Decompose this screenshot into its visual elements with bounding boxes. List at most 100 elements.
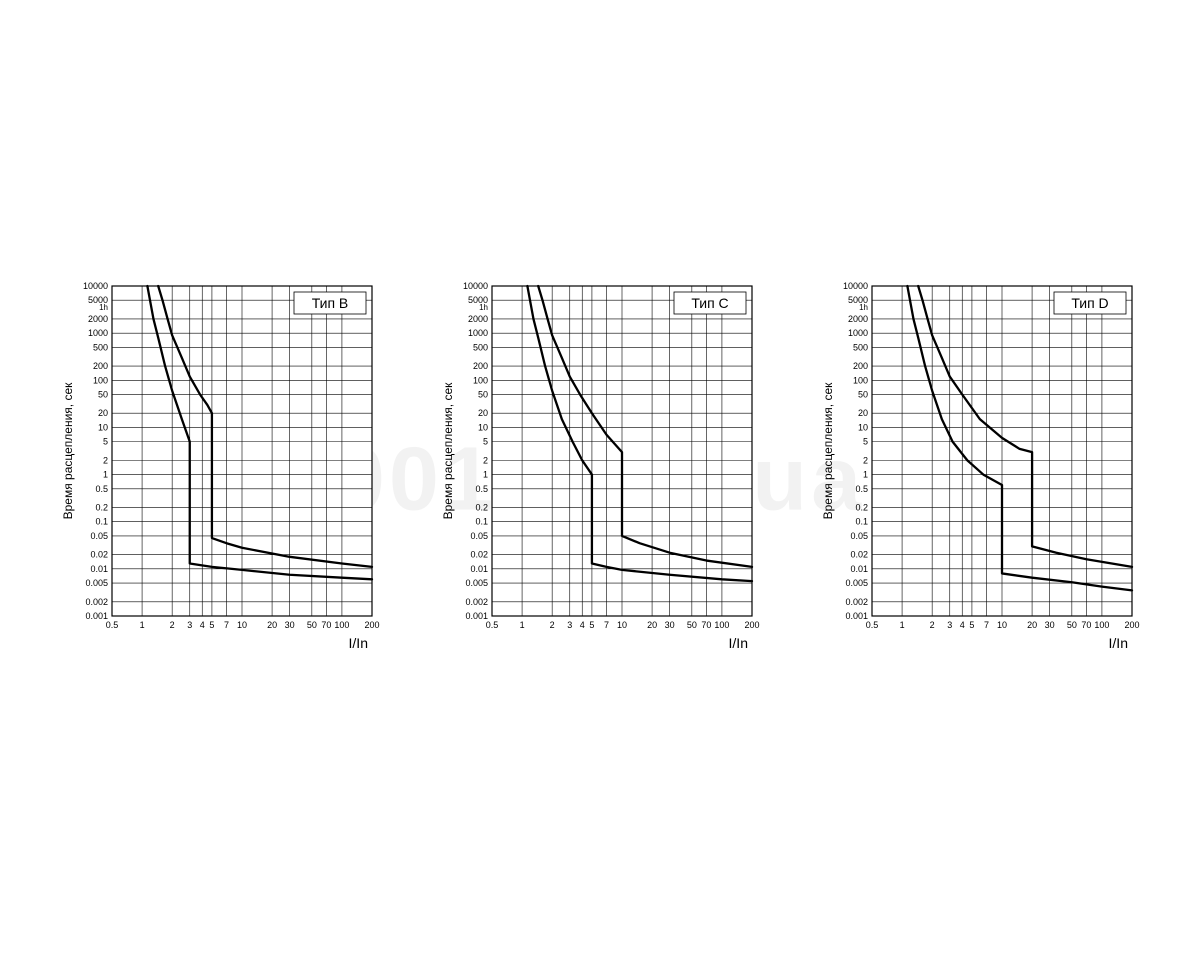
- svg-text:Время расцепления, сек: Время расцепления, сек: [441, 382, 455, 520]
- svg-text:1000: 1000: [468, 328, 488, 338]
- svg-text:0.1: 0.1: [95, 517, 108, 527]
- svg-text:100: 100: [334, 620, 349, 630]
- svg-text:2: 2: [863, 455, 868, 465]
- svg-text:3: 3: [567, 620, 572, 630]
- svg-text:0.001: 0.001: [845, 611, 868, 621]
- svg-text:20: 20: [1027, 620, 1037, 630]
- svg-text:20: 20: [858, 408, 868, 418]
- svg-text:Тип C: Тип C: [691, 295, 728, 311]
- svg-text:2: 2: [103, 455, 108, 465]
- svg-text:50: 50: [687, 620, 697, 630]
- svg-text:I/In: I/In: [1109, 635, 1128, 651]
- svg-text:0.005: 0.005: [465, 578, 488, 588]
- svg-text:1h: 1h: [99, 303, 108, 312]
- svg-text:2: 2: [483, 455, 488, 465]
- svg-text:0.005: 0.005: [85, 578, 108, 588]
- svg-text:0.002: 0.002: [465, 597, 488, 607]
- svg-text:50: 50: [98, 389, 108, 399]
- svg-text:200: 200: [1124, 620, 1139, 630]
- svg-text:2000: 2000: [848, 314, 868, 324]
- svg-text:30: 30: [1045, 620, 1055, 630]
- svg-text:20: 20: [98, 408, 108, 418]
- svg-text:200: 200: [744, 620, 759, 630]
- svg-text:3: 3: [187, 620, 192, 630]
- svg-text:0.1: 0.1: [855, 517, 868, 527]
- svg-text:1000: 1000: [88, 328, 108, 338]
- svg-text:10000: 10000: [843, 281, 868, 291]
- svg-text:0.1: 0.1: [475, 517, 488, 527]
- svg-text:4: 4: [960, 620, 965, 630]
- svg-text:0.5: 0.5: [475, 484, 488, 494]
- svg-text:1000: 1000: [848, 328, 868, 338]
- svg-text:10000: 10000: [463, 281, 488, 291]
- svg-text:0.5: 0.5: [866, 620, 879, 630]
- svg-text:0.01: 0.01: [850, 564, 868, 574]
- svg-text:5: 5: [863, 437, 868, 447]
- svg-text:500: 500: [853, 342, 868, 352]
- svg-text:0.002: 0.002: [845, 597, 868, 607]
- charts-row: 0.512345710203050701002000.0010.0020.005…: [0, 280, 1200, 700]
- svg-text:70: 70: [321, 620, 331, 630]
- svg-text:0.5: 0.5: [855, 484, 868, 494]
- svg-text:0.05: 0.05: [470, 531, 488, 541]
- svg-text:2: 2: [930, 620, 935, 630]
- svg-text:5: 5: [969, 620, 974, 630]
- svg-text:10000: 10000: [83, 281, 108, 291]
- svg-text:0.001: 0.001: [85, 611, 108, 621]
- svg-text:1h: 1h: [859, 303, 868, 312]
- page: 001.com.ua 0.512345710203050701002000.00…: [0, 0, 1200, 960]
- svg-text:0.05: 0.05: [850, 531, 868, 541]
- svg-text:1: 1: [863, 470, 868, 480]
- svg-text:Тип B: Тип B: [312, 295, 349, 311]
- svg-text:0.002: 0.002: [85, 597, 108, 607]
- svg-text:50: 50: [307, 620, 317, 630]
- svg-text:30: 30: [285, 620, 295, 630]
- svg-text:20: 20: [647, 620, 657, 630]
- svg-text:7: 7: [224, 620, 229, 630]
- svg-text:50: 50: [1067, 620, 1077, 630]
- svg-text:10: 10: [478, 422, 488, 432]
- svg-text:0.2: 0.2: [855, 503, 868, 513]
- svg-text:70: 70: [1081, 620, 1091, 630]
- svg-text:4: 4: [200, 620, 205, 630]
- svg-text:0.05: 0.05: [90, 531, 108, 541]
- svg-text:200: 200: [853, 361, 868, 371]
- svg-text:5: 5: [209, 620, 214, 630]
- chart-type-b: 0.512345710203050701002000.0010.0020.005…: [60, 280, 380, 656]
- svg-text:1: 1: [140, 620, 145, 630]
- svg-text:70: 70: [701, 620, 711, 630]
- svg-text:0.2: 0.2: [475, 503, 488, 513]
- svg-text:500: 500: [93, 342, 108, 352]
- svg-text:Время расцепления, сек: Время расцепления, сек: [821, 382, 835, 520]
- svg-text:20: 20: [267, 620, 277, 630]
- svg-text:0.02: 0.02: [90, 550, 108, 560]
- svg-text:0.01: 0.01: [470, 564, 488, 574]
- svg-text:50: 50: [858, 389, 868, 399]
- svg-text:10: 10: [237, 620, 247, 630]
- svg-text:200: 200: [93, 361, 108, 371]
- svg-text:30: 30: [665, 620, 675, 630]
- svg-text:10: 10: [997, 620, 1007, 630]
- svg-text:0.02: 0.02: [850, 550, 868, 560]
- svg-text:1: 1: [900, 620, 905, 630]
- svg-text:10: 10: [858, 422, 868, 432]
- svg-text:Время расцепления, сек: Время расцепления, сек: [61, 382, 75, 520]
- svg-text:3: 3: [947, 620, 952, 630]
- svg-text:1h: 1h: [479, 303, 488, 312]
- svg-text:4: 4: [580, 620, 585, 630]
- svg-text:2: 2: [550, 620, 555, 630]
- svg-text:200: 200: [364, 620, 379, 630]
- svg-text:7: 7: [604, 620, 609, 630]
- svg-text:5: 5: [483, 437, 488, 447]
- svg-text:50: 50: [478, 389, 488, 399]
- svg-text:5: 5: [103, 437, 108, 447]
- chart-type-d: 0.512345710203050701002000.0010.0020.005…: [820, 280, 1140, 656]
- svg-text:100: 100: [93, 375, 108, 385]
- svg-text:0.5: 0.5: [95, 484, 108, 494]
- svg-text:0.005: 0.005: [845, 578, 868, 588]
- svg-text:2000: 2000: [468, 314, 488, 324]
- svg-text:I/In: I/In: [729, 635, 748, 651]
- svg-text:0.001: 0.001: [465, 611, 488, 621]
- svg-text:Тип D: Тип D: [1071, 295, 1108, 311]
- svg-text:10: 10: [98, 422, 108, 432]
